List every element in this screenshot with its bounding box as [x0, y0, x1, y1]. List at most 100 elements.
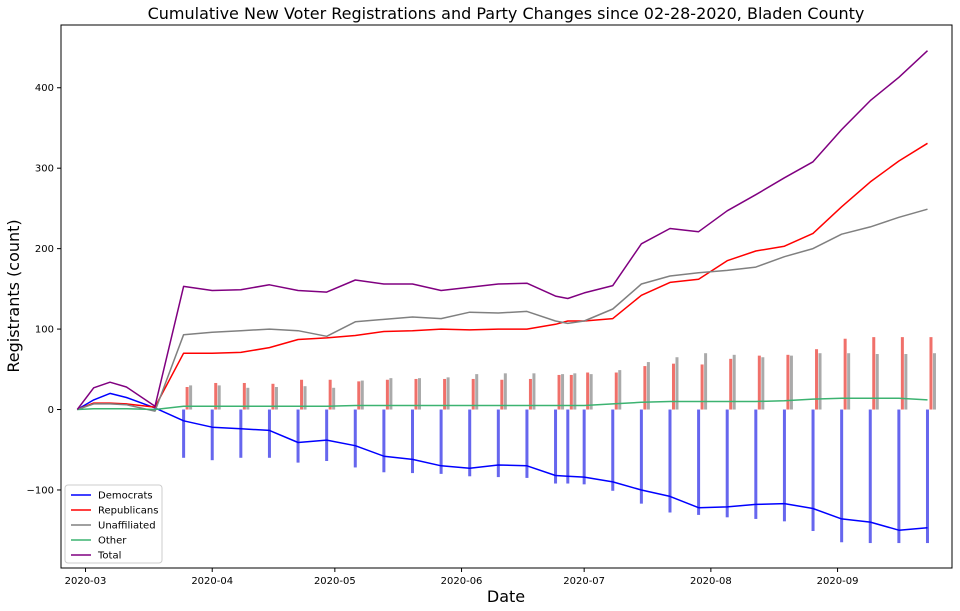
bar-unaffiliated [618, 370, 622, 410]
bar-democrats [325, 409, 329, 462]
bar-democrats [439, 409, 443, 474]
legend-label: Other [98, 536, 127, 547]
chart-title: Cumulative New Voter Registrations and P… [148, 4, 865, 23]
bar-unaffiliated [417, 378, 421, 410]
bar-unaffiliated [332, 387, 336, 410]
bar-unaffiliated [446, 377, 450, 410]
bar-republicans [900, 337, 904, 410]
bar-democrats [697, 409, 701, 515]
y-tick-label: 100 [35, 325, 54, 336]
bar-republicans [271, 383, 275, 410]
bar-unaffiliated [761, 357, 765, 410]
bar-unaffiliated [875, 354, 879, 410]
bar-republicans [300, 379, 304, 410]
bar-unaffiliated [847, 353, 851, 410]
bar-republicans [757, 355, 761, 410]
line-republicans [77, 142, 928, 411]
bar-democrats [210, 409, 214, 461]
plot-frame [60, 24, 953, 569]
plot-area [76, 50, 936, 544]
x-tick-label: 2020-03 [65, 576, 107, 587]
bar-republicans [414, 378, 418, 410]
bar-republicans [700, 364, 704, 410]
bar-republicans [528, 378, 532, 410]
x-tick-label: 2020-07 [563, 576, 605, 587]
x-tick-label: 2020-09 [817, 576, 859, 587]
bar-republicans [671, 363, 675, 410]
legend-label: Democrats [98, 491, 153, 502]
legend-label: Unaffiliated [98, 521, 156, 532]
bar-unaffiliated [389, 378, 393, 410]
line-unaffiliated [77, 208, 928, 412]
bar-republicans [643, 366, 647, 410]
bar-unaffiliated [217, 385, 221, 410]
line-other [77, 397, 928, 411]
bar-unaffiliated [189, 385, 193, 410]
x-axis: 2020-03 2020-04 2020-05 2020-06 2020-07 2020-… [65, 568, 859, 587]
bar-democrats [296, 409, 300, 463]
bar-unaffiliated [532, 373, 536, 410]
bar-unaffiliated [904, 354, 908, 410]
bar-republicans [443, 378, 447, 410]
line-total [76, 50, 929, 410]
bar-democrats [525, 409, 529, 478]
bar-democrats [382, 409, 386, 473]
bar-democrats [582, 409, 586, 485]
bar-democrats [353, 409, 357, 468]
bar-unaffiliated [675, 357, 679, 410]
bar-unaffiliated [789, 355, 793, 410]
y-tick-label: −100 [27, 485, 54, 496]
legend-box [64, 484, 163, 564]
bar-republicans [557, 374, 561, 410]
bar-republicans [614, 372, 618, 410]
y-tick-label: 300 [35, 164, 54, 175]
x-tick-label: 2020-06 [441, 576, 483, 587]
bar-republicans [786, 354, 790, 410]
bar-democrats [182, 409, 186, 458]
x-tick-label: 2020-08 [690, 576, 732, 587]
bar-democrats [566, 409, 570, 484]
y-axis-label: Registrants (count) [4, 219, 23, 372]
bar-unaffiliated [360, 380, 364, 410]
legend-label: Republicans [98, 506, 158, 517]
x-tick-label: 2020-04 [191, 576, 233, 587]
bar-republicans [214, 382, 218, 410]
bar-democrats [468, 409, 472, 477]
y-tick-label: 200 [35, 244, 54, 255]
bar-unaffiliated [818, 353, 822, 410]
bar-unaffiliated [589, 374, 593, 410]
legend: Democrats Republicans Unaffiliated Other Tot… [64, 484, 163, 564]
bar-republicans [843, 338, 847, 410]
bar-unaffiliated [646, 362, 650, 410]
bar-unaffiliated [246, 387, 250, 410]
bar-republicans [357, 381, 361, 410]
bar-democrats [239, 409, 243, 458]
bar-unaffiliated [475, 374, 479, 410]
bar-unaffiliated [274, 387, 278, 410]
bar-republicans [185, 387, 189, 410]
bar-democrats [782, 409, 786, 522]
bar-democrats [868, 409, 872, 544]
bar-republicans [500, 379, 504, 410]
x-tick-label: 2020-05 [314, 576, 356, 587]
bar-democrats [611, 409, 615, 491]
legend-label: Total [97, 551, 121, 562]
bar-democrats [668, 409, 672, 513]
bar-republicans [328, 379, 332, 410]
bar-republicans [929, 337, 933, 410]
line-democrats [76, 392, 928, 531]
bar-republicans [729, 358, 733, 410]
bar-republicans [569, 374, 573, 410]
bar-unaffiliated [561, 374, 565, 410]
bar-democrats [754, 409, 758, 519]
bar-democrats [496, 409, 500, 478]
bar-unaffiliated [303, 386, 307, 410]
bar-republicans [872, 337, 876, 410]
y-tick-label: 0 [48, 405, 54, 416]
bar-unaffiliated [573, 373, 577, 410]
bar-democrats [639, 409, 643, 504]
bar-democrats [925, 409, 929, 544]
bar-democrats [840, 409, 844, 543]
bar-unaffiliated [503, 373, 507, 410]
